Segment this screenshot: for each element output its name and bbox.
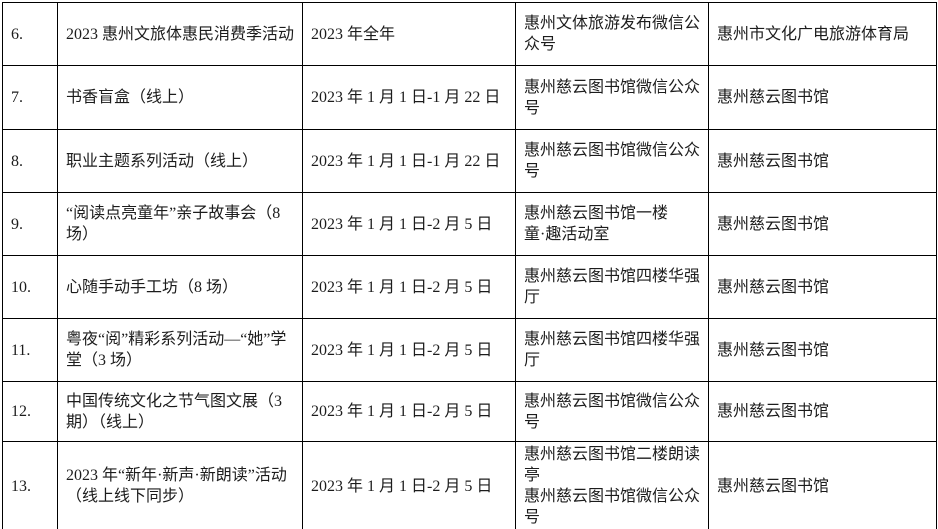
row-number-cell: 13. — [2, 441, 58, 529]
location-cell: 惠州慈云图书馆微信公众 号 — [515, 381, 709, 442]
organizer-cell: 惠州慈云图书馆 — [708, 65, 937, 130]
table-row: 9. “阅读点亮童年”亲子故事会（8 场） 2023 年 1 月 1 日-2 月… — [2, 192, 937, 256]
date-cell: 2023 年 1 月 1 日-2 月 5 日 — [302, 318, 516, 382]
organizer-cell: 惠州慈云图书馆 — [708, 381, 937, 442]
organizer-cell: 惠州慈云图书馆 — [708, 255, 937, 319]
row-number-cell: 6. — [2, 2, 58, 66]
table-row: 12. 中国传统文化之节气图文展（3 期）（线上） 2023 年 1 月 1 日… — [2, 381, 937, 442]
date-cell: 2023 年全年 — [302, 2, 516, 66]
table-row: 13. 2023 年“新年·新声·新朗读”活动 （线上线下同步） 2023 年 … — [2, 441, 937, 529]
activity-cell: 职业主题系列活动（线上） — [57, 129, 303, 193]
activity-cell: 2023 年“新年·新声·新朗读”活动 （线上线下同步） — [57, 441, 303, 529]
row-number-cell: 7. — [2, 65, 58, 130]
row-number-cell: 11. — [2, 318, 58, 382]
location-cell: 惠州文体旅游发布微信公 众号 — [515, 2, 709, 66]
activity-cell: 书香盲盒（线上） — [57, 65, 303, 130]
activity-cell: 中国传统文化之节气图文展（3 期）（线上） — [57, 381, 303, 442]
organizer-cell: 惠州市文化广电旅游体育局 — [708, 2, 937, 66]
table-row: 6. 2023 惠州文旅体惠民消费季活动 2023 年全年 惠州文体旅游发布微信… — [2, 2, 937, 66]
date-cell: 2023 年 1 月 1 日-2 月 5 日 — [302, 381, 516, 442]
activity-cell: “阅读点亮童年”亲子故事会（8 场） — [57, 192, 303, 256]
table-row: 11. 粤夜“阅”精彩系列活动—“她”学 堂（3 场） 2023 年 1 月 1… — [2, 318, 937, 382]
date-cell: 2023 年 1 月 1 日-2 月 5 日 — [302, 192, 516, 256]
table-row: 10. 心随手动手工坊（8 场） 2023 年 1 月 1 日-2 月 5 日 … — [2, 255, 937, 319]
location-cell: 惠州慈云图书馆四楼华强 厅 — [515, 255, 709, 319]
table-row: 8. 职业主题系列活动（线上） 2023 年 1 月 1 日-1 月 22 日 … — [2, 129, 937, 193]
location-cell: 惠州慈云图书馆微信公众 号 — [515, 65, 709, 130]
activity-cell: 心随手动手工坊（8 场） — [57, 255, 303, 319]
activity-cell: 粤夜“阅”精彩系列活动—“她”学 堂（3 场） — [57, 318, 303, 382]
date-cell: 2023 年 1 月 1 日-2 月 5 日 — [302, 441, 516, 529]
organizer-cell: 惠州慈云图书馆 — [708, 129, 937, 193]
date-cell: 2023 年 1 月 1 日-1 月 22 日 — [302, 65, 516, 130]
organizer-cell: 惠州慈云图书馆 — [708, 192, 937, 256]
location-cell: 惠州慈云图书馆一楼 童·趣活动室 — [515, 192, 709, 256]
row-number-cell: 12. — [2, 381, 58, 442]
location-cell: 惠州慈云图书馆四楼华强 厅 — [515, 318, 709, 382]
activity-cell: 2023 惠州文旅体惠民消费季活动 — [57, 2, 303, 66]
row-number-cell: 9. — [2, 192, 58, 256]
table-row: 7. 书香盲盒（线上） 2023 年 1 月 1 日-1 月 22 日 惠州慈云… — [2, 65, 937, 130]
location-cell: 惠州慈云图书馆二楼朗读 亭 惠州慈云图书馆微信公众 号 — [515, 441, 709, 529]
organizer-cell: 惠州慈云图书馆 — [708, 441, 937, 529]
organizer-cell: 惠州慈云图书馆 — [708, 318, 937, 382]
row-number-cell: 10. — [2, 255, 58, 319]
location-cell: 惠州慈云图书馆微信公众 号 — [515, 129, 709, 193]
row-number-cell: 8. — [2, 129, 58, 193]
date-cell: 2023 年 1 月 1 日-2 月 5 日 — [302, 255, 516, 319]
date-cell: 2023 年 1 月 1 日-1 月 22 日 — [302, 129, 516, 193]
